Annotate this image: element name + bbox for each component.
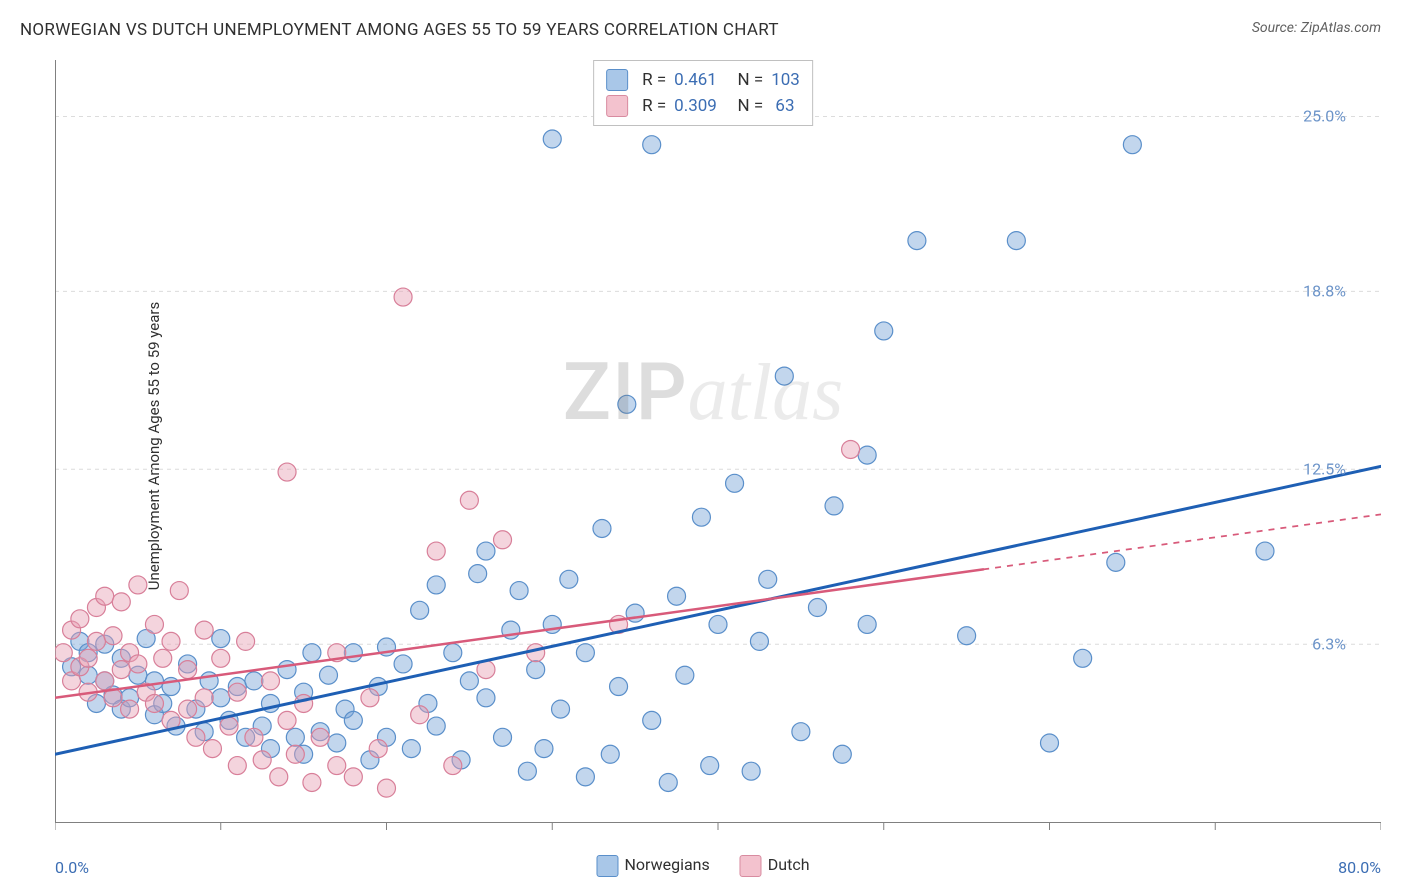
stat-r: 0.309 xyxy=(674,96,717,116)
x-min-label: 0.0% xyxy=(55,858,89,877)
stats-swatch xyxy=(606,69,628,91)
y-tick-label: 6.3% xyxy=(1312,635,1346,654)
y-tick-label: 12.5% xyxy=(1303,460,1346,479)
correlation-stats-box: R = 0.461 N = 103 R = 0.309 N = 63 xyxy=(593,60,813,126)
source-attribution: Source: ZipAtlas.com xyxy=(1252,20,1381,36)
chart-area: 6.3% 12.5% 18.8% 25.0% xyxy=(55,60,1381,832)
x-max-label: 80.0% xyxy=(1338,858,1381,877)
chart-title: NORWEGIAN VS DUTCH UNEMPLOYMENT AMONG AG… xyxy=(20,20,779,40)
y-tick-label: 18.8% xyxy=(1303,282,1346,301)
stats-row: R = 0.309 N = 63 xyxy=(606,93,800,119)
scatter-plot-svg xyxy=(55,60,1381,832)
stat-n: 103 xyxy=(771,70,800,90)
x-axis-labels: 0.0% 80.0% xyxy=(55,858,1381,877)
stat-n: 63 xyxy=(771,96,794,116)
stat-r: 0.461 xyxy=(674,70,717,90)
stats-row: R = 0.461 N = 103 xyxy=(606,67,800,93)
y-tick-label: 25.0% xyxy=(1303,107,1346,126)
stats-swatch xyxy=(606,95,628,117)
